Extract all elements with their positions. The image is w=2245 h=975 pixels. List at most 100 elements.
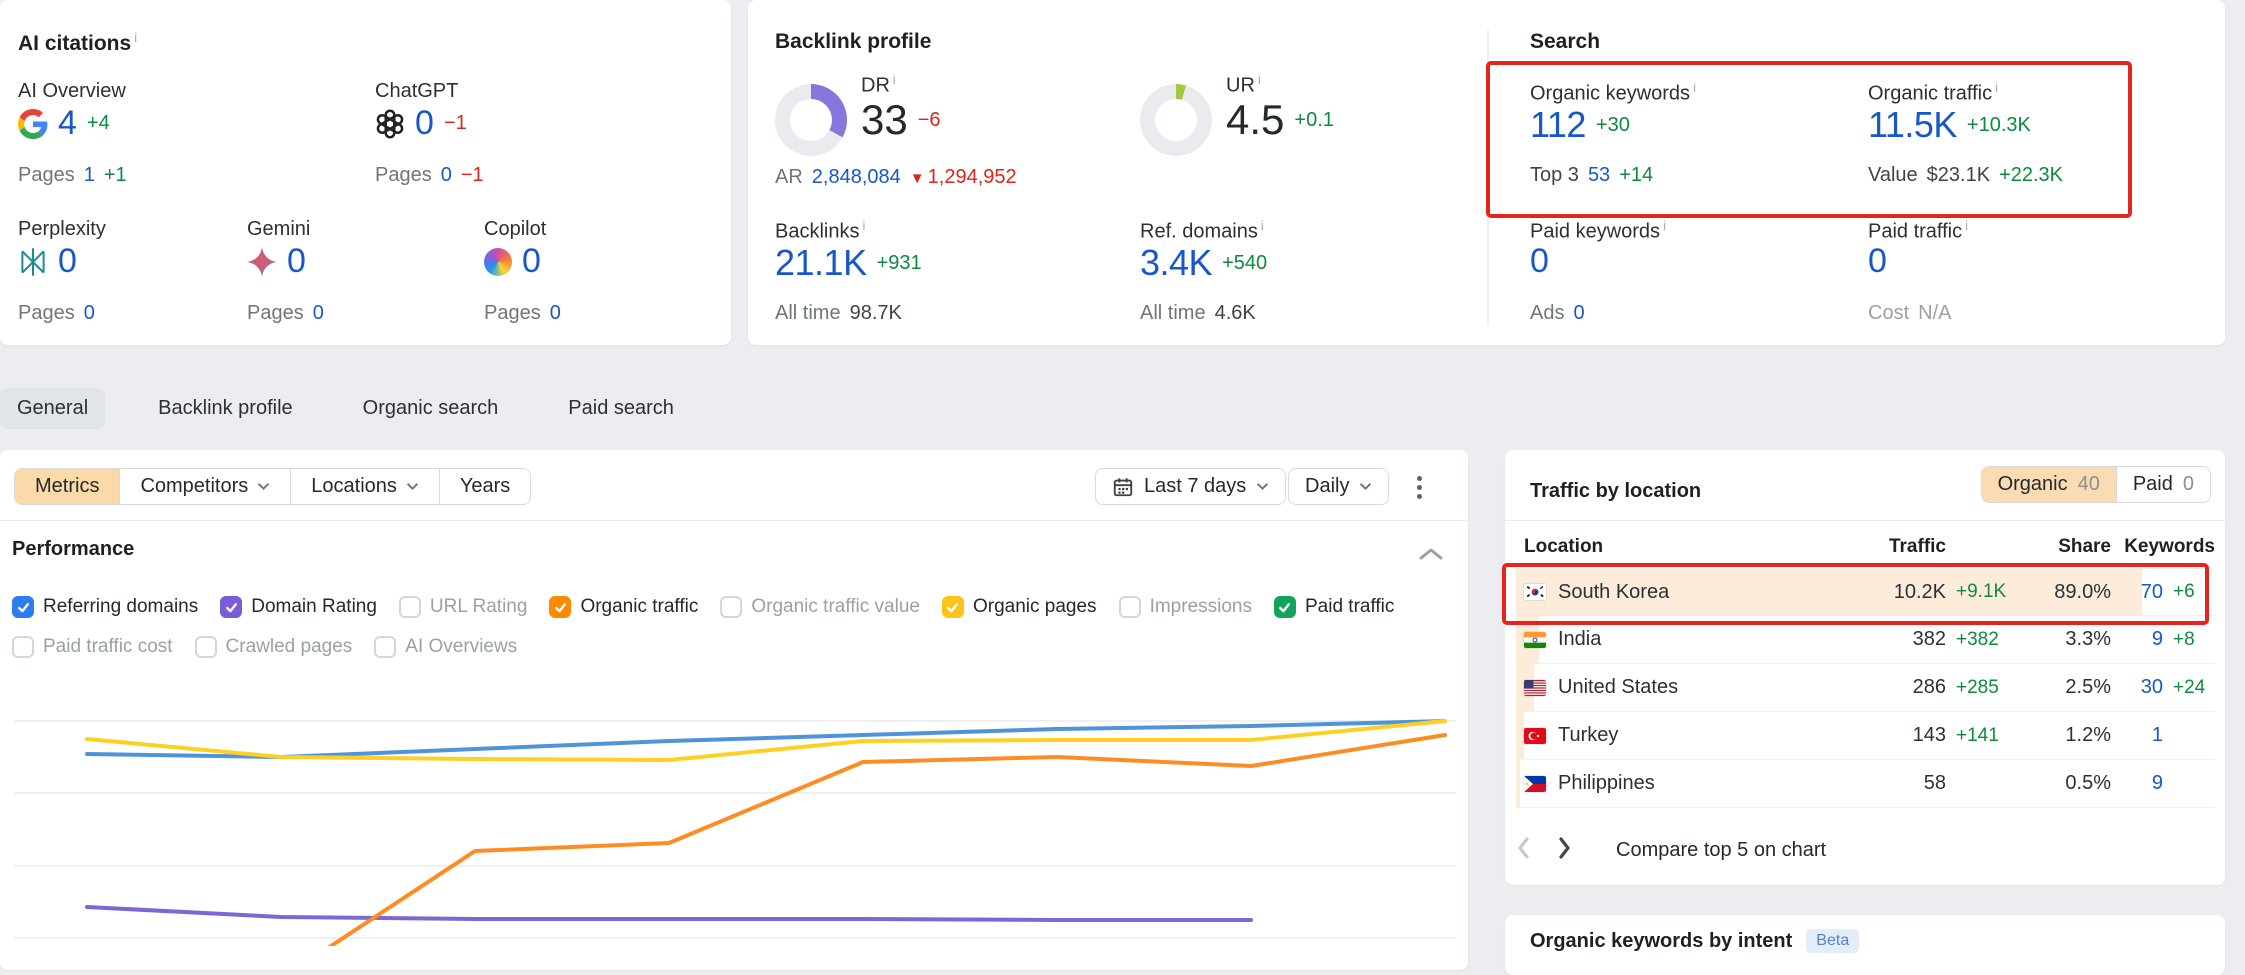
pages-count-link[interactable]: 0 — [313, 302, 324, 325]
keywords-count-link[interactable]: 1 — [2111, 724, 2163, 747]
chatgpt-pages: Pages 0 −1 — [375, 164, 484, 187]
locations-button[interactable]: Locations — [290, 469, 439, 504]
info-icon[interactable]: i — [1965, 218, 1968, 233]
pages-count-link[interactable]: 1 — [84, 164, 95, 187]
performance-line-chart[interactable] — [0, 680, 1468, 946]
dr-value-row: 33 −6 — [861, 96, 941, 144]
ur-donut-chart — [1140, 84, 1212, 156]
chevron-right-icon — [1557, 835, 1572, 861]
organic-traffic-value-link[interactable]: 11.5K — [1868, 104, 1957, 146]
keywords-count-link[interactable]: 70 — [2111, 581, 2163, 604]
organic-paid-toggle: Organic40 Paid0 — [1981, 466, 2211, 503]
keywords-count-link[interactable]: 9 — [2111, 628, 2163, 651]
pages-count-link[interactable]: 0 — [441, 164, 452, 187]
table-row-turkey[interactable]: Turkey 143 +141 1.2% 1 — [1516, 712, 2215, 760]
info-icon[interactable]: i — [1995, 80, 1998, 95]
divider — [0, 520, 1468, 521]
chevron-down-icon — [257, 482, 270, 491]
metric-paid-traffic[interactable]: Paid traffic — [1274, 596, 1394, 618]
compare-top5-link[interactable]: Compare top 5 on chart — [1616, 839, 1826, 862]
ads-count-link[interactable]: 0 — [1573, 302, 1584, 325]
traffic-value-row: Value $23.1K +22.3K — [1868, 164, 2063, 187]
competitors-button[interactable]: Competitors — [119, 469, 290, 504]
tab-paid-search[interactable]: Paid search — [551, 388, 691, 429]
paid-traffic-value-link[interactable]: 0 — [1868, 242, 1887, 281]
pages-count-link[interactable]: 0 — [84, 302, 95, 325]
keywords-count-link[interactable]: 9 — [2111, 772, 2163, 795]
ur-value: 4.5 — [1226, 96, 1284, 144]
ar-row: AR 2,848,084 ▼ 1,294,952 — [775, 166, 1017, 189]
keywords-by-intent-card: Organic keywords by intent Beta — [1505, 915, 2225, 975]
ref-domains-value-link[interactable]: 3.4K — [1140, 242, 1212, 284]
collapse-section-button[interactable] — [1418, 546, 1444, 567]
table-row-india[interactable]: India 382 +382 3.3% 9 +8 — [1516, 616, 2215, 664]
info-icon[interactable]: i — [1663, 218, 1666, 233]
ref-domains-delta: +540 — [1222, 252, 1267, 275]
metric-organic-traffic[interactable]: Organic traffic — [549, 596, 698, 618]
perplexity-pages: Pages 0 — [18, 302, 95, 325]
performance-card: Metrics Competitors Locations Years Last… — [0, 450, 1468, 970]
gemini-icon — [247, 247, 277, 277]
tab-general[interactable]: General — [0, 388, 105, 429]
triangle-down-icon: ▼ — [910, 170, 925, 187]
ar-value-link[interactable]: 2,848,084 — [812, 166, 901, 189]
info-icon[interactable]: i — [862, 218, 865, 233]
top3-count-link[interactable]: 53 — [1588, 164, 1610, 187]
toggle-paid[interactable]: Paid0 — [2116, 467, 2210, 502]
perplexity-count[interactable]: 0 — [58, 242, 77, 281]
tab-organic-search[interactable]: Organic search — [346, 388, 516, 429]
date-range-button[interactable]: Last 7 days — [1095, 468, 1286, 505]
granularity-button[interactable]: Daily — [1288, 468, 1389, 505]
pages-count-link[interactable]: 0 — [550, 302, 561, 325]
keywords-count-link[interactable]: 30 — [2111, 676, 2163, 699]
metrics-button[interactable]: Metrics — [15, 469, 119, 504]
metric-paid-traffic-cost[interactable]: Paid traffic cost — [12, 636, 173, 658]
prev-page-button[interactable] — [1516, 835, 1531, 866]
toggle-organic[interactable]: Organic40 — [1982, 467, 2116, 502]
metric-domain-rating[interactable]: Domain Rating — [220, 596, 377, 618]
metric-ai-overviews[interactable]: AI Overviews — [374, 636, 517, 658]
copilot-count[interactable]: 0 — [522, 242, 541, 281]
table-row-philippines[interactable]: Philippines 58 0.5% 9 — [1516, 760, 2215, 808]
performance-title: Performance — [12, 538, 134, 561]
metric-organic-traffic-value[interactable]: Organic traffic value — [720, 596, 920, 618]
metric-referring-domains[interactable]: Referring domains — [12, 596, 198, 618]
organic-traffic-label: Organic traffici — [1868, 80, 1998, 106]
paid-keywords-value-link[interactable]: 0 — [1530, 242, 1549, 281]
ai-overview-count[interactable]: 4 — [58, 104, 77, 143]
metric-organic-pages[interactable]: Organic pages — [942, 596, 1097, 618]
organic-keywords-delta: +30 — [1596, 114, 1630, 137]
organic-keywords-value-link[interactable]: 112 — [1530, 104, 1586, 146]
flag-turkey-icon — [1524, 728, 1546, 744]
copilot-pages: Pages 0 — [484, 302, 561, 325]
organic-traffic-value-row: 11.5K +10.3K — [1868, 104, 2031, 146]
dr-donut-chart — [775, 84, 847, 156]
info-icon[interactable]: i — [1261, 218, 1264, 233]
metric-crawled-pages[interactable]: Crawled pages — [195, 636, 353, 658]
metric-impressions[interactable]: Impressions — [1119, 596, 1252, 618]
info-icon[interactable]: i — [1693, 80, 1696, 95]
years-button[interactable]: Years — [439, 469, 530, 504]
gemini-count[interactable]: 0 — [287, 242, 306, 281]
filter-segmented-control: Metrics Competitors Locations Years — [14, 468, 531, 505]
flag-south-korea-icon — [1524, 584, 1546, 600]
metric-url-rating[interactable]: URL Rating — [399, 596, 528, 618]
backlinks-value-link[interactable]: 21.1K — [775, 242, 867, 284]
table-row-south-korea[interactable]: South Korea 10.2K +9.1K 89.0% 70 +6 — [1516, 568, 2215, 616]
ahrefs-dashboard: { "ui": { "info": "i" }, "ai_citations":… — [0, 0, 2245, 946]
chatgpt-count[interactable]: 0 — [415, 104, 434, 143]
info-icon[interactable]: i — [1258, 72, 1261, 87]
dr-delta: −6 — [918, 109, 941, 132]
next-page-button[interactable] — [1557, 835, 1572, 866]
dr-value: 33 — [861, 96, 908, 144]
tab-backlink-profile[interactable]: Backlink profile — [141, 388, 310, 429]
location-table-header: Location Traffic Share Keywords — [1516, 532, 2215, 562]
backlinks-label: Backlinksi — [775, 218, 865, 244]
perplexity-icon — [18, 247, 48, 277]
paid-keywords-label: Paid keywordsi — [1530, 218, 1666, 244]
more-options-kebab-icon[interactable] — [1405, 472, 1433, 502]
info-icon[interactable]: i — [893, 72, 896, 87]
info-icon[interactable]: i — [134, 30, 137, 45]
table-row-united-states[interactable]: United States 286 +285 2.5% 30 +24 — [1516, 664, 2215, 712]
chatgpt-label: ChatGPT — [375, 80, 458, 103]
